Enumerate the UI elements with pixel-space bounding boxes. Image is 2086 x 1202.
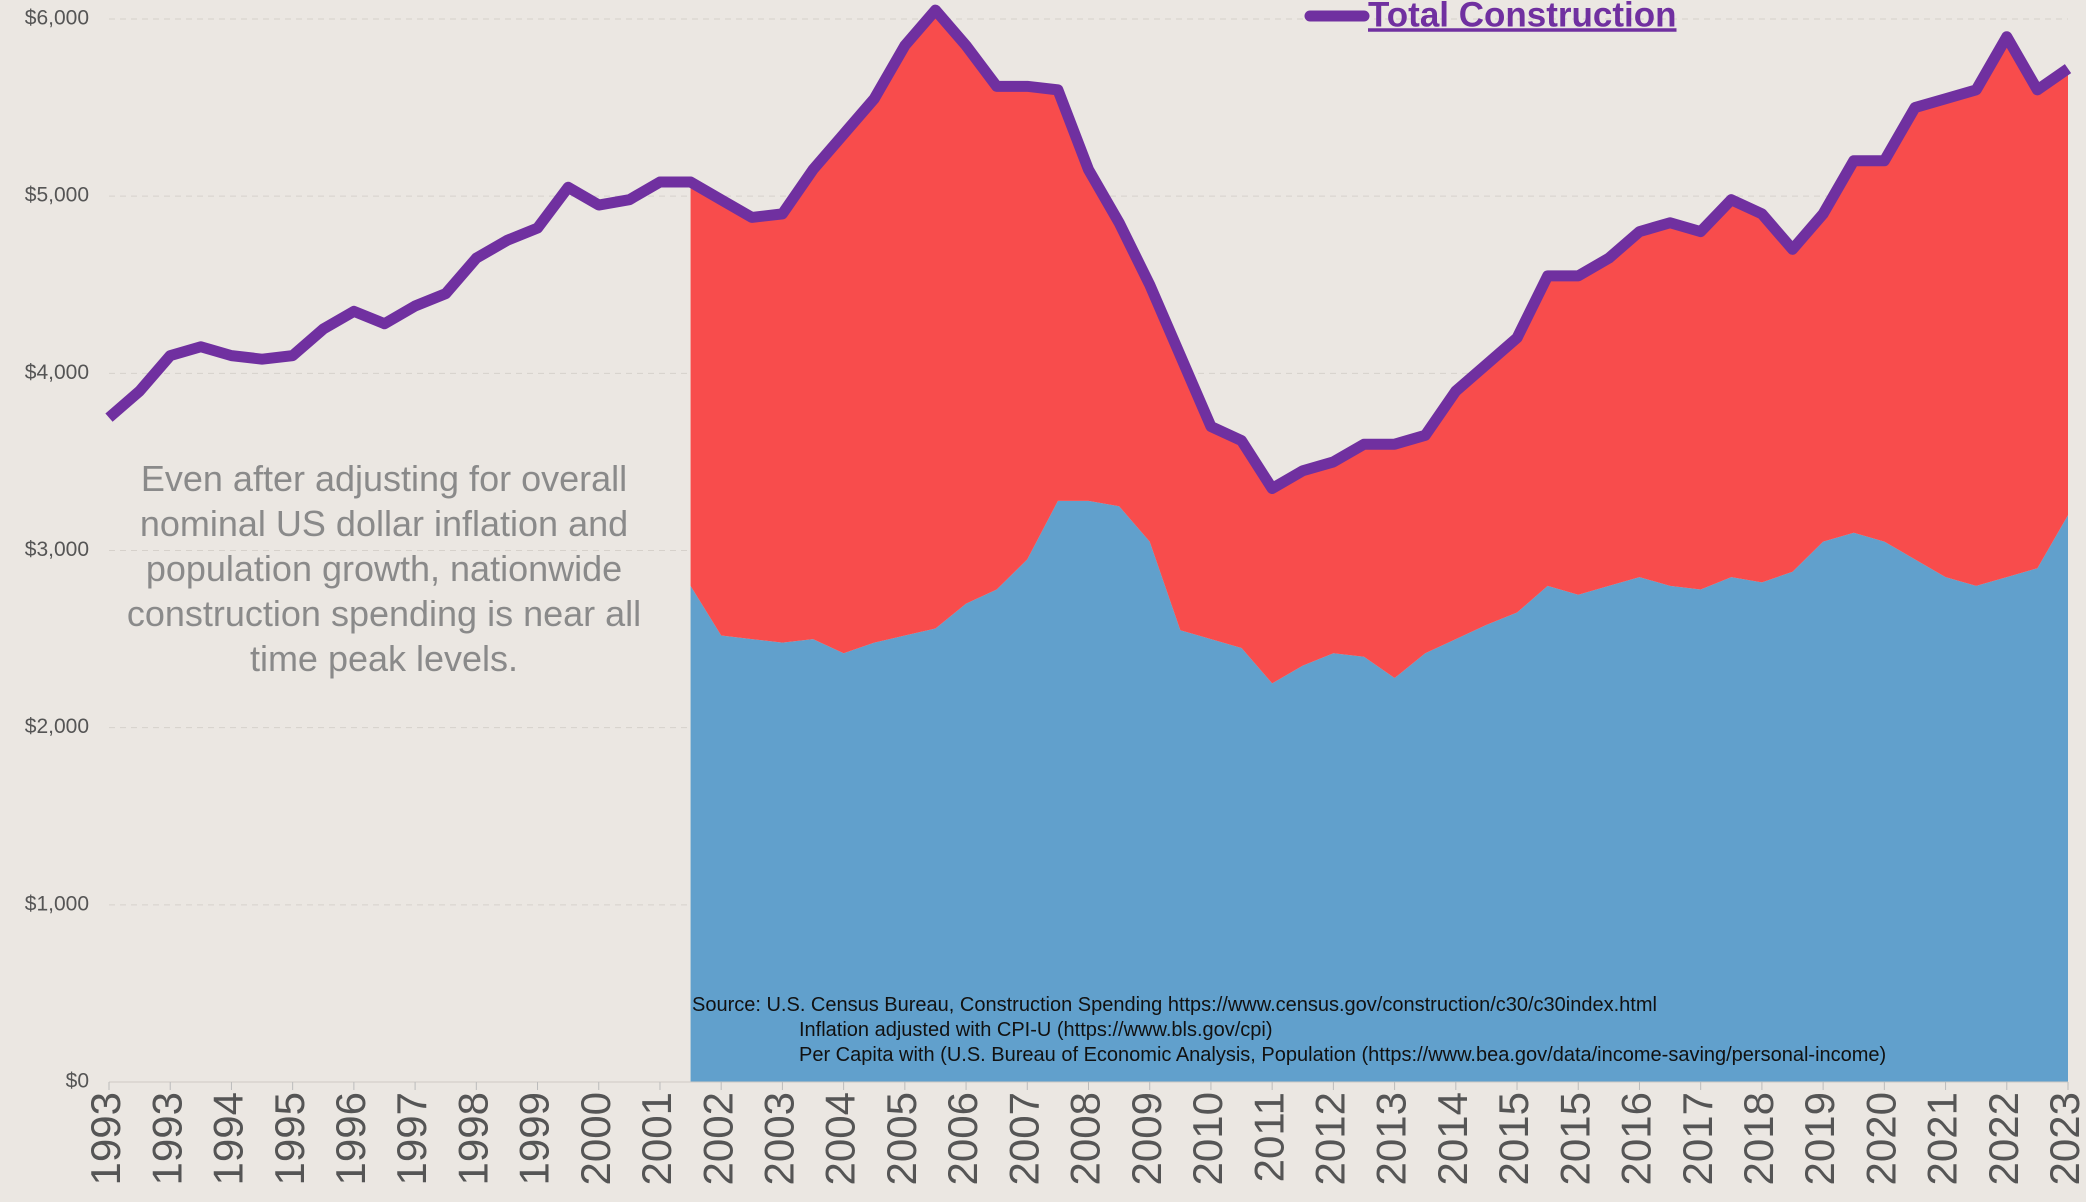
- x-tick-label: 2017: [1674, 1092, 1721, 1185]
- x-tick-label: 1998: [449, 1092, 496, 1185]
- x-tick-label: 2005: [878, 1092, 925, 1185]
- x-tick-label: 2015: [1490, 1092, 1537, 1185]
- y-tick-label: $4,000: [25, 361, 89, 384]
- x-tick-label: 2006: [939, 1092, 986, 1185]
- source-line: Per Capita with (U.S. Bureau of Economic…: [799, 1044, 1887, 1066]
- x-tick-label: 2011: [1245, 1092, 1292, 1182]
- source-line: Inflation adjusted with CPI-U (https://w…: [799, 1019, 1273, 1041]
- y-tick-label: $1,000: [25, 892, 89, 915]
- y-tick-label: $5,000: [25, 184, 89, 207]
- x-tick-label: 1997: [388, 1092, 435, 1185]
- line: [105, 4, 2072, 494]
- x-tick-label: 2021: [1919, 1092, 1966, 1185]
- x-tick-label: 1999: [511, 1092, 558, 1185]
- legend-label: Total Construction: [1368, 0, 1677, 34]
- source: Source: U.S. Census Bureau, Construction…: [692, 993, 1886, 1068]
- area: [690, 500, 2068, 1083]
- x-tick-label: 2000: [572, 1092, 619, 1185]
- x-tick-label: 2022: [1980, 1092, 2027, 1185]
- x-tick-label: 2002: [694, 1092, 741, 1185]
- annotation: Even after adjusting for overall nominal…: [126, 458, 642, 679]
- source-line: Source: U.S. Census Bureau, Construction…: [692, 994, 1657, 1016]
- plot: $0 $1,000 $2,000 $3,000 $4,000 $5,000 $6,000 19…: [25, 4, 2086, 1185]
- x-tick-label: 1993: [143, 1092, 190, 1185]
- x-tick-label: 2015: [1551, 1092, 1598, 1185]
- x-tick-label: 2001: [633, 1092, 680, 1185]
- y-tick-label: $0: [66, 1070, 89, 1093]
- y-tick-label: $3,000: [25, 538, 89, 561]
- x-tick-label: 2010: [1184, 1092, 1231, 1185]
- x-tick-label: 1993: [82, 1092, 129, 1185]
- x-tick-label: 1994: [205, 1092, 252, 1185]
- x-tick-label: 2007: [1000, 1092, 1047, 1185]
- y-tick-label: $6,000: [25, 7, 89, 30]
- area: [690, 10, 2068, 684]
- x-tick-label: 1996: [327, 1092, 374, 1185]
- x-tick-label: 1995: [266, 1092, 313, 1185]
- x-tick-label: 2012: [1306, 1092, 1353, 1185]
- x-tick-label: 2019: [1796, 1092, 1843, 1185]
- x-tick-label: 2016: [1613, 1092, 1660, 1185]
- x-tick-label: 2023: [2041, 1092, 2086, 1185]
- x-tick-label: 2009: [1123, 1092, 1170, 1185]
- x-tick-label: 2004: [817, 1092, 864, 1185]
- x-tick-label: 2013: [1368, 1092, 1415, 1185]
- x-tick-label: 2020: [1857, 1092, 1904, 1185]
- x-tick-label: 2003: [756, 1092, 803, 1185]
- y-tick-label: $2,000: [25, 715, 89, 738]
- x-tick-label: 2018: [1735, 1092, 1782, 1185]
- x-tick-label: 2008: [1062, 1092, 1109, 1185]
- x-tick-label: 2014: [1429, 1092, 1476, 1185]
